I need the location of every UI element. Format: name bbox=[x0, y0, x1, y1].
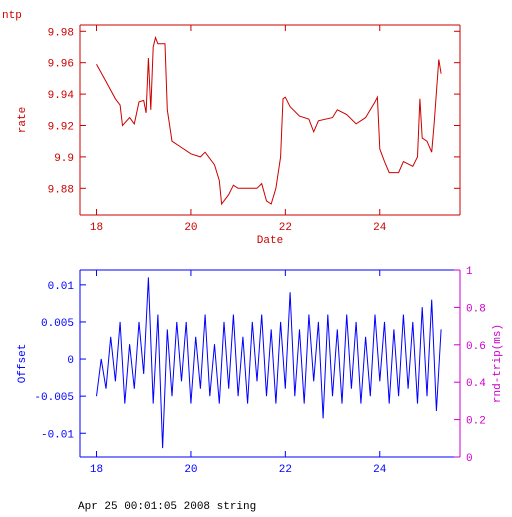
y2-tick-label: 0.4 bbox=[466, 378, 486, 390]
y-tick-label: 9.92 bbox=[48, 121, 74, 133]
y-tick-label: 9.94 bbox=[48, 90, 75, 102]
x-tick-label: 24 bbox=[373, 222, 387, 234]
y-tick-label: -0.01 bbox=[41, 429, 74, 441]
data-line bbox=[96, 35, 442, 206]
y2-tick-label: 1 bbox=[466, 266, 473, 278]
x-tick-label: 24 bbox=[373, 464, 387, 476]
y2-tick-label: 0.8 bbox=[466, 303, 486, 315]
y-axis-label: rate bbox=[17, 107, 29, 133]
y-tick-label: 0.01 bbox=[48, 281, 75, 293]
chart-title: ntp bbox=[2, 10, 22, 22]
x-tick-label: 22 bbox=[279, 464, 292, 476]
data-line bbox=[96, 277, 442, 449]
annotation: Apr 25 00:01:05 2008 string bbox=[78, 501, 256, 512]
y-tick-label: 0.005 bbox=[41, 318, 74, 330]
x-tick-label: 18 bbox=[90, 222, 103, 234]
y-tick-label: 9.88 bbox=[48, 184, 74, 196]
y-axis-label: Offset bbox=[17, 344, 29, 384]
x-tick-label: 20 bbox=[184, 464, 197, 476]
y2-tick-label: 0.6 bbox=[466, 341, 486, 353]
x-tick-label: 18 bbox=[90, 464, 103, 476]
y-tick-label: 0 bbox=[67, 355, 74, 367]
y2-tick-label: 0.2 bbox=[466, 416, 486, 428]
x-axis-label: Date bbox=[257, 235, 283, 247]
y-tick-label: 9.9 bbox=[54, 153, 74, 165]
y-tick-label: -0.005 bbox=[34, 392, 74, 404]
y2-axis-label: rnd-trip(ms) bbox=[492, 324, 504, 403]
x-tick-label: 20 bbox=[184, 222, 197, 234]
y-tick-label: 9.96 bbox=[48, 59, 74, 71]
y2-tick-label: 0 bbox=[466, 453, 473, 465]
y-tick-label: 9.98 bbox=[48, 27, 74, 39]
x-tick-label: 22 bbox=[279, 222, 292, 234]
